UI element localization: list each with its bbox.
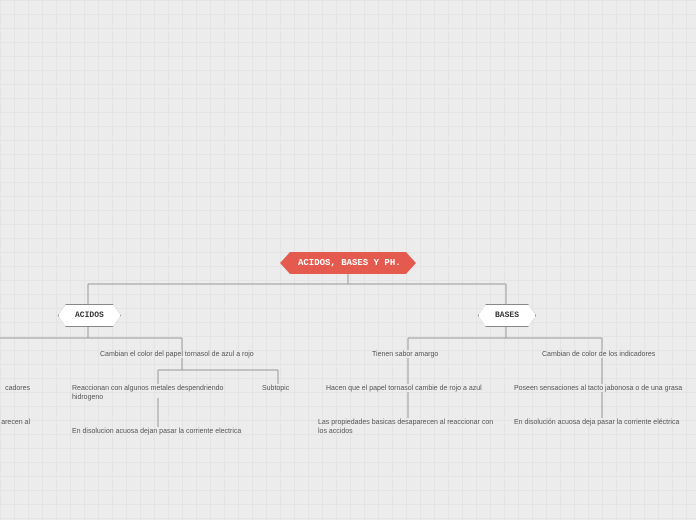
leaf-b-cambian-indicadores[interactable]: Cambian de color de los indicadores — [542, 350, 692, 359]
leaf-b-jabonosa[interactable]: Poseen sensaciones al tacto jabonosa o d… — [514, 384, 694, 393]
leaf-b-papel[interactable]: Hacen que el papel tornasol cambie de ro… — [326, 384, 506, 393]
root-node[interactable]: ACIDOS, BASES Y PH. — [280, 252, 416, 274]
leaf-a-reaccionan[interactable]: Reaccionan con algunos metales despendri… — [72, 384, 242, 402]
node-acidos[interactable]: ACIDOS — [58, 304, 121, 327]
leaf-b-sabor[interactable]: Tienen sabor amargo — [372, 350, 492, 359]
leaf-a-disolucion[interactable]: En disolucion acuosa dejan pasar la corr… — [72, 427, 242, 436]
leaf-a-cambian-papel[interactable]: Cambian el color del papel tornasol de a… — [100, 350, 300, 359]
leaf-a-desaparecen[interactable]: arecen al — [0, 418, 30, 427]
node-bases[interactable]: BASES — [478, 304, 536, 327]
leaf-a-subtopic[interactable]: Subtopic — [262, 384, 322, 393]
leaf-b-desaparecen[interactable]: Las propiedades basicas desaparecen al r… — [318, 418, 498, 436]
leaf-b-disolucion[interactable]: En disolución acuosa deja pasar la corri… — [514, 418, 694, 427]
leaf-a-cambian-indicadores[interactable]: cadores — [0, 384, 30, 393]
